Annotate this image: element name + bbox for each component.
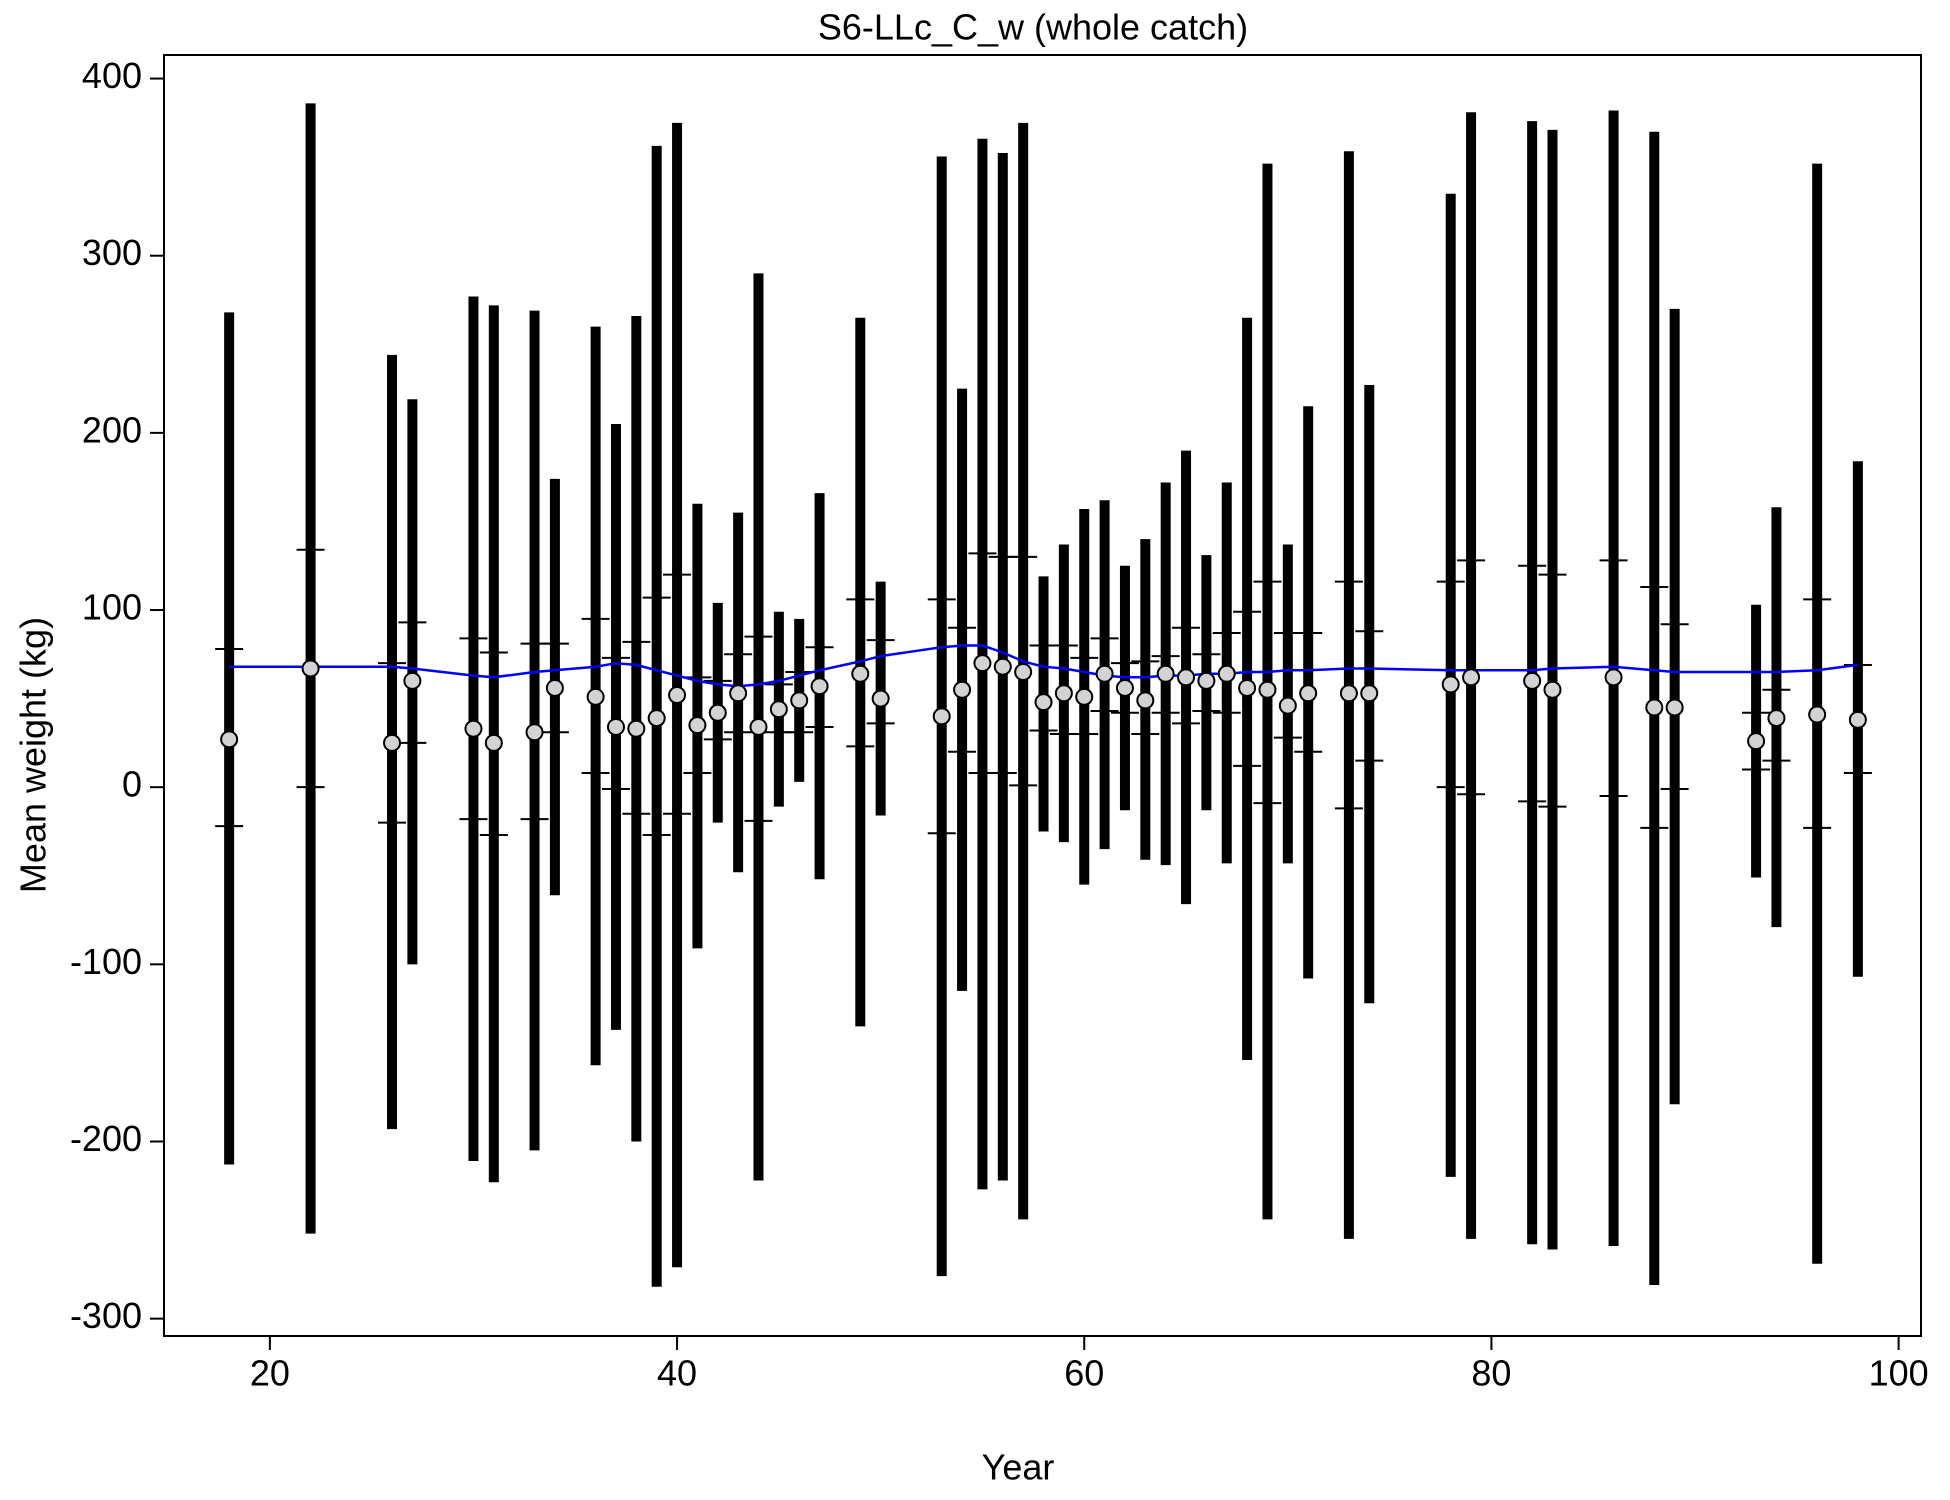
- plot-frame: [163, 54, 1922, 1337]
- y-tick-label: 400: [82, 55, 142, 96]
- expected-line: [229, 644, 1859, 688]
- observed-point: [729, 684, 748, 703]
- observed-point: [1095, 664, 1114, 683]
- observed-point: [1034, 693, 1053, 712]
- observed-point: [1197, 671, 1216, 690]
- observed-point: [606, 717, 625, 736]
- chart-title: S6-LLc_C_w (whole catch): [818, 7, 1248, 48]
- observed-point: [1604, 668, 1623, 687]
- observed-point: [973, 654, 992, 673]
- observed-point: [932, 707, 951, 726]
- observed-point: [1054, 684, 1073, 703]
- observed-point: [647, 709, 666, 728]
- observed-point: [1645, 698, 1664, 717]
- observed-point: [851, 664, 870, 683]
- x-tick-label: 80: [1471, 1353, 1511, 1394]
- observed-point: [1299, 684, 1318, 703]
- y-tick-label: -200: [70, 1118, 142, 1159]
- observed-point: [1767, 709, 1786, 728]
- observed-point: [1360, 684, 1379, 703]
- observed-point: [708, 703, 727, 722]
- observed-point: [525, 723, 544, 742]
- observed-point: [220, 730, 239, 749]
- observed-point: [1238, 678, 1257, 697]
- observed-point: [953, 680, 972, 699]
- x-tick-label: 40: [657, 1353, 697, 1394]
- y-tick-label: 100: [82, 587, 142, 628]
- observed-point: [484, 733, 503, 752]
- observed-point: [586, 687, 605, 706]
- observed-point: [1848, 710, 1867, 729]
- x-tick-label: 60: [1064, 1353, 1104, 1394]
- observed-point: [627, 719, 646, 738]
- observed-point: [1808, 705, 1827, 724]
- observed-point: [1278, 696, 1297, 715]
- x-tick-label: 100: [1869, 1353, 1929, 1394]
- observed-point: [993, 657, 1012, 676]
- x-tick-label: 20: [250, 1353, 290, 1394]
- observed-point: [545, 678, 564, 697]
- observed-point: [1115, 678, 1134, 697]
- observed-point: [1523, 671, 1542, 690]
- observed-point: [790, 691, 809, 710]
- observed-point: [810, 677, 829, 696]
- observed-point: [403, 671, 422, 690]
- observed-point: [383, 733, 402, 752]
- observed-point: [301, 659, 320, 678]
- observed-point: [1136, 691, 1155, 710]
- observed-point: [464, 719, 483, 738]
- y-tick-label: 0: [122, 764, 142, 805]
- x-axis-label: Year: [982, 1447, 1055, 1488]
- observed-point: [769, 700, 788, 719]
- observed-point: [1543, 680, 1562, 699]
- y-tick-label: -100: [70, 941, 142, 982]
- observed-point: [1177, 668, 1196, 687]
- observed-point: [1747, 732, 1766, 751]
- observed-point: [668, 686, 687, 705]
- y-tick-label: 300: [82, 232, 142, 273]
- observed-point: [1156, 664, 1175, 683]
- y-tick-label: -300: [70, 1295, 142, 1336]
- observed-point: [1462, 668, 1481, 687]
- observed-point: [749, 717, 768, 736]
- y-tick-label: 200: [82, 409, 142, 450]
- observed-point: [1258, 680, 1277, 699]
- observed-point: [1665, 698, 1684, 717]
- observed-point: [1217, 664, 1236, 683]
- observed-point: [871, 689, 890, 708]
- y-axis-label: Mean weight (kg): [13, 617, 54, 893]
- observed-point: [1075, 687, 1094, 706]
- observed-point: [1014, 663, 1033, 682]
- observed-point: [1339, 684, 1358, 703]
- observed-point: [688, 716, 707, 735]
- observed-point: [1441, 675, 1460, 694]
